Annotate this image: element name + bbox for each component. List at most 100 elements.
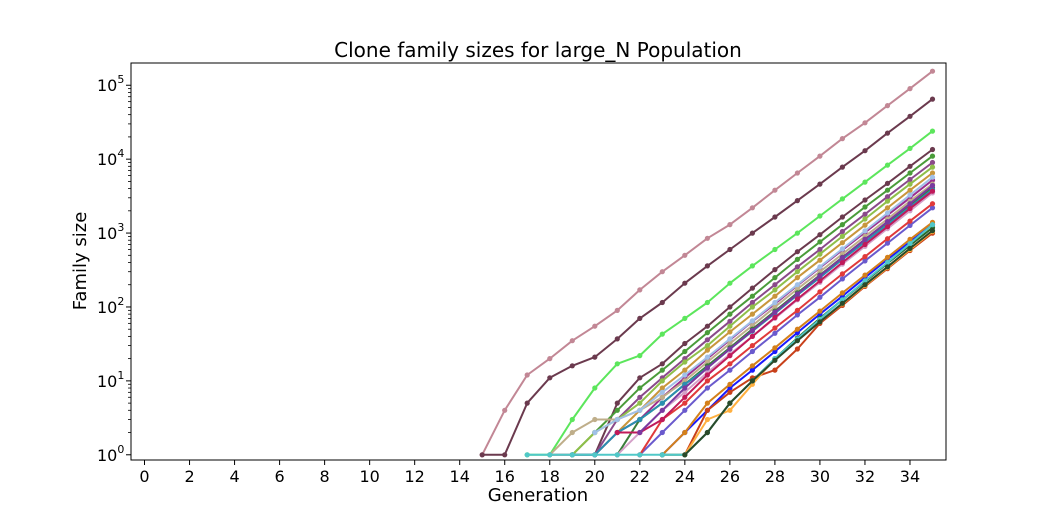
data-point: [772, 348, 778, 355]
data-point: [794, 346, 801, 352]
data-point: [569, 338, 575, 344]
data-point: [682, 280, 688, 286]
data-point: [817, 257, 823, 263]
data-point: [817, 308, 823, 314]
data-point: [704, 359, 711, 365]
data-point: [659, 331, 665, 337]
data-point: [772, 304, 778, 310]
data-point: [569, 416, 575, 423]
data-point: [794, 338, 801, 344]
series-line: [549, 183, 934, 456]
data-point: [749, 363, 756, 369]
data-point: [637, 407, 643, 413]
data-point: [907, 145, 913, 151]
data-point: [772, 309, 778, 315]
data-point: [637, 429, 643, 436]
data-point: [907, 163, 913, 169]
data-point: [884, 194, 891, 200]
data-point: [817, 319, 823, 325]
data-point: [749, 327, 756, 334]
data-point: [884, 254, 891, 260]
data-point: [727, 389, 733, 395]
data-point: [704, 263, 711, 269]
data-point: [704, 343, 711, 349]
data-point: [749, 299, 756, 306]
series-22: [637, 182, 936, 436]
data-point: [907, 192, 913, 198]
data-point: [704, 385, 711, 391]
data-point: [614, 416, 620, 423]
data-point: [907, 218, 913, 224]
data-point: [817, 294, 823, 300]
data-point: [772, 367, 778, 373]
data-point: [592, 452, 598, 458]
data-point: [817, 181, 823, 187]
series-line: [638, 202, 934, 456]
data-point: [862, 272, 868, 278]
x-tick-label: 16: [495, 467, 515, 486]
data-point: [727, 323, 733, 329]
data-point: [659, 367, 665, 373]
data-point: [772, 345, 778, 351]
data-point: [929, 159, 936, 166]
data-point: [704, 347, 711, 353]
data-point: [794, 282, 801, 288]
data-point: [682, 429, 688, 436]
series-21: [614, 188, 936, 436]
data-point: [682, 359, 688, 365]
series-line: [639, 207, 934, 456]
series-17: [682, 230, 936, 458]
data-point: [794, 307, 801, 313]
data-point: [682, 315, 688, 321]
data-point: [659, 269, 665, 275]
data-point: [704, 354, 711, 360]
data-point: [637, 452, 643, 458]
data-point: [929, 228, 936, 234]
data-point: [929, 128, 936, 134]
data-point: [839, 255, 846, 261]
x-tick-label: 28: [765, 467, 785, 486]
data-point: [929, 96, 936, 102]
data-point: [817, 239, 823, 245]
data-point: [862, 241, 868, 248]
data-point: [569, 452, 575, 458]
data-point: [839, 271, 846, 277]
data-point: [682, 400, 688, 406]
data-point: [659, 452, 665, 458]
data-point: [817, 232, 823, 238]
series-line: [683, 232, 934, 456]
data-point: [659, 407, 665, 413]
data-point: [749, 304, 756, 310]
data-point: [907, 201, 913, 207]
data-point: [839, 246, 846, 252]
data-point: [884, 240, 891, 246]
data-point: [727, 407, 733, 413]
data-point: [614, 452, 620, 458]
data-point: [772, 357, 778, 363]
data-point: [929, 164, 936, 170]
series-14: [637, 201, 936, 458]
x-tick-label: 10: [359, 467, 379, 486]
data-point: [907, 170, 913, 176]
x-tick-label: 30: [810, 467, 830, 486]
data-point: [794, 230, 801, 236]
data-point: [727, 361, 733, 367]
data-point: [772, 275, 778, 281]
data-point: [704, 372, 711, 378]
data-point: [614, 407, 620, 413]
data-point: [704, 330, 711, 336]
y-tick-label: 101: [97, 369, 124, 391]
series-line: [683, 230, 934, 456]
data-point: [772, 282, 778, 288]
data-point: [862, 211, 868, 217]
data-point: [704, 407, 711, 413]
data-point: [929, 174, 936, 180]
data-point: [862, 148, 868, 154]
y-tick-label: 103: [97, 221, 124, 243]
data-point: [749, 378, 756, 384]
data-point: [749, 333, 756, 339]
data-point: [682, 452, 688, 458]
data-point: [524, 400, 530, 406]
series-4: [569, 153, 936, 458]
data-point: [772, 287, 778, 293]
